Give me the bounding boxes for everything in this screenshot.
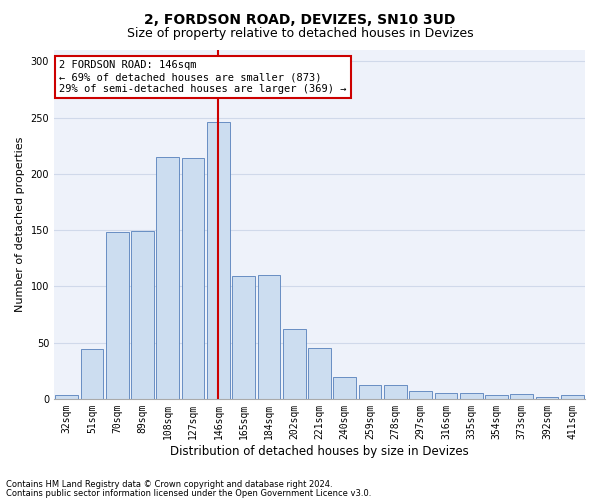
Bar: [308, 348, 331, 399]
Bar: [359, 386, 382, 399]
Y-axis label: Number of detached properties: Number of detached properties: [15, 136, 25, 312]
Bar: [106, 232, 128, 399]
Bar: [460, 393, 482, 399]
Bar: [409, 391, 432, 399]
Bar: [485, 396, 508, 399]
Bar: [511, 394, 533, 399]
Bar: [384, 386, 407, 399]
Text: Size of property relative to detached houses in Devizes: Size of property relative to detached ho…: [127, 28, 473, 40]
Text: 2, FORDSON ROAD, DEVIZES, SN10 3UD: 2, FORDSON ROAD, DEVIZES, SN10 3UD: [145, 12, 455, 26]
X-axis label: Distribution of detached houses by size in Devizes: Distribution of detached houses by size …: [170, 444, 469, 458]
Bar: [257, 275, 280, 399]
Bar: [80, 350, 103, 399]
Bar: [232, 276, 255, 399]
Bar: [561, 396, 584, 399]
Text: Contains HM Land Registry data © Crown copyright and database right 2024.: Contains HM Land Registry data © Crown c…: [6, 480, 332, 489]
Text: 2 FORDSON ROAD: 146sqm
← 69% of detached houses are smaller (873)
29% of semi-de: 2 FORDSON ROAD: 146sqm ← 69% of detached…: [59, 60, 347, 94]
Bar: [334, 378, 356, 399]
Bar: [283, 329, 305, 399]
Bar: [207, 122, 230, 399]
Bar: [536, 396, 559, 399]
Bar: [434, 393, 457, 399]
Bar: [131, 231, 154, 399]
Bar: [55, 396, 78, 399]
Text: Contains public sector information licensed under the Open Government Licence v3: Contains public sector information licen…: [6, 488, 371, 498]
Bar: [157, 157, 179, 399]
Bar: [182, 158, 205, 399]
